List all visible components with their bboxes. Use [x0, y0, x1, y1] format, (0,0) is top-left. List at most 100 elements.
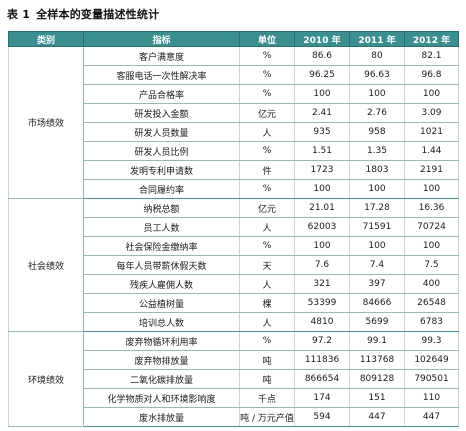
unit-cell: %: [239, 179, 295, 199]
unit-cell: %: [239, 141, 295, 161]
value-2010-cell: 100: [294, 236, 350, 256]
unit-cell: 亿元: [239, 198, 295, 218]
value-2010-cell: 174: [294, 388, 350, 408]
indicator-cell: 合同履约率: [83, 179, 240, 199]
indicator-cell: 产品合格率: [83, 84, 240, 104]
unit-cell: 人: [239, 274, 295, 294]
table-row: 化学物质对人和环境影响度 千点 174 151 110: [9, 388, 459, 408]
value-2011-cell: 99.1: [349, 331, 405, 351]
table-row: 研发人员数量人 935 958 1021: [9, 122, 459, 142]
category-cell: 社会绩效: [8, 198, 84, 332]
unit-cell: 人: [239, 217, 295, 237]
category-cell: 市场绩效: [8, 46, 84, 199]
unit-cell: %: [239, 65, 295, 85]
value-2011-cell: 5699: [349, 312, 405, 332]
value-2012-cell: 400: [404, 274, 459, 294]
indicator-cell: 客服电话一次性解决率: [83, 65, 240, 85]
indicator-cell: 化学物质对人和环境影响度: [83, 388, 240, 408]
value-2011-cell: 17.28: [349, 198, 405, 218]
value-2010-cell: 62003: [294, 217, 350, 237]
value-2012-cell: 102649: [404, 350, 459, 370]
table-row: 合同履约率% 100 100 100: [9, 179, 459, 199]
value-2010-cell: 7.6: [294, 255, 350, 275]
unit-cell: 天: [239, 255, 295, 275]
indicator-cell: 二氧化碳排放量: [83, 369, 240, 389]
table-row: 市场绩效 客户满意度% 86.6 80 82.1: [8, 46, 459, 199]
value-2010-cell: 594: [294, 407, 350, 427]
header-indicator: 指标: [83, 31, 240, 47]
value-2011-cell: 958: [349, 122, 405, 142]
unit-cell: 人: [239, 312, 295, 332]
value-2012-cell: 99.3: [404, 331, 459, 351]
indicator-cell: 社会保险金缴纳率: [83, 236, 240, 256]
value-2010-cell: 111836: [294, 350, 350, 370]
value-2012-cell: 1.44: [404, 141, 459, 161]
value-2012-cell: 100: [404, 84, 459, 104]
category-cell: 环境绩效: [8, 331, 84, 427]
table-row: 环境绩效 废弃物循环利用率% 97.2 99.1 99.3: [8, 331, 459, 427]
value-2010-cell: 4810: [294, 312, 350, 332]
table-row: 废水排放量吨 / 万元产值 594 447 447: [9, 407, 459, 427]
value-2010-cell: 21.01: [294, 198, 350, 218]
value-2012-cell: 82.1: [404, 46, 459, 66]
indicator-cell: 培训总人数: [83, 312, 240, 332]
value-2011-cell: 71591: [349, 217, 405, 237]
value-2010-cell: 53399: [294, 293, 350, 313]
value-2011-cell: 151: [349, 388, 405, 408]
table-row: 废弃物排放量吨 111836 113768 102649: [9, 350, 459, 370]
value-2010-cell: 100: [294, 179, 350, 199]
header-unit: 单位: [239, 31, 295, 47]
unit-cell: 人: [239, 122, 295, 142]
value-2010-cell: 935: [294, 122, 350, 142]
value-2012-cell: 26548: [404, 293, 459, 313]
value-2012-cell: 110: [404, 388, 459, 408]
table-row: 员工人数人 62003 71591 70724: [9, 217, 459, 237]
value-2012-cell: 100: [404, 236, 459, 256]
unit-cell: 件: [239, 160, 295, 180]
table-caption: 表 1 全样本的变量描述性统计: [7, 6, 159, 22]
indicator-cell: 纳税总额: [83, 198, 240, 218]
indicator-cell: 研发投入金额: [83, 103, 240, 123]
value-2012-cell: 447: [404, 407, 459, 427]
value-2011-cell: 809128: [349, 369, 405, 389]
table-row: 每年人员带薪休假天数天 7.6 7.4 7.5: [9, 255, 459, 275]
indicator-cell: 每年人员带薪休假天数: [83, 255, 240, 275]
unit-cell: %: [239, 236, 295, 256]
value-2010-cell: 866654: [294, 369, 350, 389]
value-2011-cell: 96.63: [349, 65, 405, 85]
value-2012-cell: 100: [404, 179, 459, 199]
value-2011-cell: 80: [349, 46, 405, 66]
value-2010-cell: 1723: [294, 160, 350, 180]
unit-cell: 棵: [239, 293, 295, 313]
unit-cell: 吨: [239, 369, 295, 389]
value-2011-cell: 397: [349, 274, 405, 294]
value-2012-cell: 3.09: [404, 103, 459, 123]
table-row: 培训总人数人 4810 5699 6783: [9, 312, 459, 332]
unit-cell: %: [239, 84, 295, 104]
value-2012-cell: 6783: [404, 312, 459, 332]
value-2012-cell: 790501: [404, 369, 459, 389]
indicator-cell: 发明专利申请数: [83, 160, 240, 180]
unit-cell: 千点: [239, 388, 295, 408]
value-2010-cell: 96.25: [294, 65, 350, 85]
unit-cell: %: [239, 46, 295, 66]
statistics-table: 类别 指标 单位 2010 年 2011 年 2012 年 市场绩效 客户满意度%…: [8, 31, 459, 427]
indicator-cell: 废弃物循环利用率: [83, 331, 240, 351]
value-2010-cell: 97.2: [294, 331, 350, 351]
header-category: 类别: [8, 31, 84, 47]
indicator-cell: 废弃物排放量: [83, 350, 240, 370]
table-row: 社会绩效 纳税总额 亿元 21.01 17.28 16.36: [8, 198, 459, 332]
indicator-cell: 客户满意度: [83, 46, 240, 66]
value-2011-cell: 447: [349, 407, 405, 427]
value-2011-cell: 84666: [349, 293, 405, 313]
value-2010-cell: 2.41: [294, 103, 350, 123]
indicator-cell: 公益植树量: [83, 293, 240, 313]
indicator-cell: 残疾人雇佣人数: [83, 274, 240, 294]
header-year-2010: 2010 年: [294, 31, 350, 47]
value-2011-cell: 113768: [349, 350, 405, 370]
table-title: 全样本的变量描述性统计: [36, 8, 160, 21]
value-2012-cell: 1021: [404, 122, 459, 142]
value-2012-cell: 16.36: [404, 198, 459, 218]
value-2011-cell: 2.76: [349, 103, 405, 123]
